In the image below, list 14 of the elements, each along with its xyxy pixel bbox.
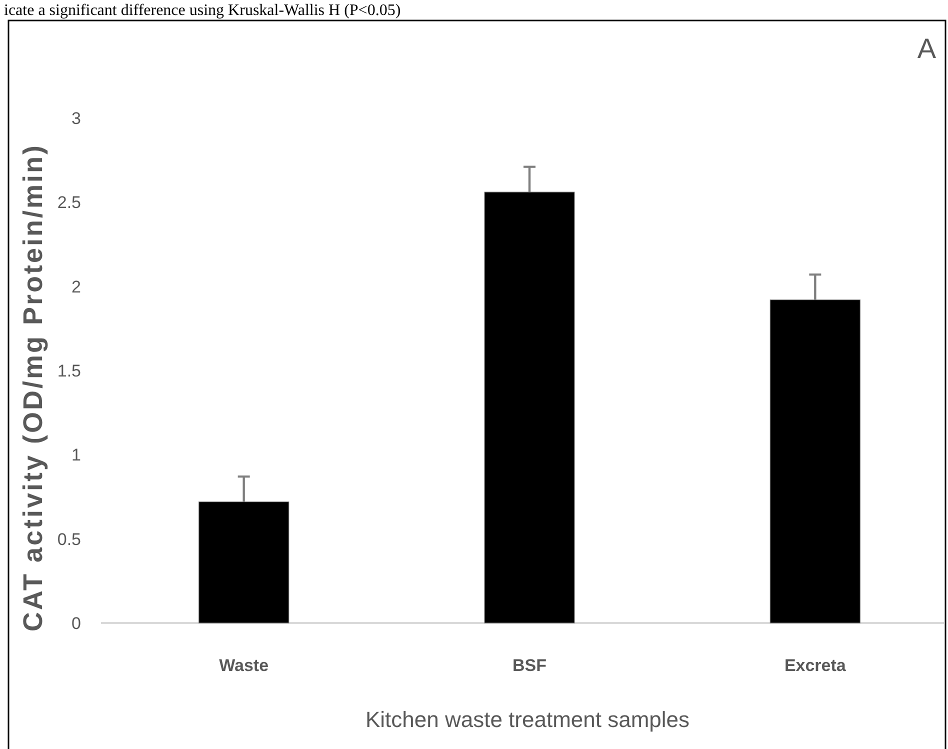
y-tick-label: 1 [72, 446, 81, 465]
x-tick-label: Excreta [784, 656, 846, 675]
text: icate a significant difference using Kruskal-Wallis H (P<0.05) [4, 2, 401, 19]
y-axis-title: CAT activity (OD/mg Protein/min) [18, 143, 48, 632]
x-tick-label: Waste [219, 656, 269, 675]
text: A [917, 33, 936, 64]
y-tick-label: 2 [72, 277, 81, 296]
y-tick-label: 0.5 [57, 530, 81, 549]
x-tick-label: BSF [512, 656, 546, 675]
y-tick-label: 3 [72, 108, 81, 128]
y-tick-label: 2.5 [57, 193, 81, 212]
x-axis-title: Kitchen waste treatment samples [365, 707, 690, 732]
y-tick-label: 0 [72, 614, 81, 633]
y-tick-label: 1.5 [57, 361, 81, 380]
